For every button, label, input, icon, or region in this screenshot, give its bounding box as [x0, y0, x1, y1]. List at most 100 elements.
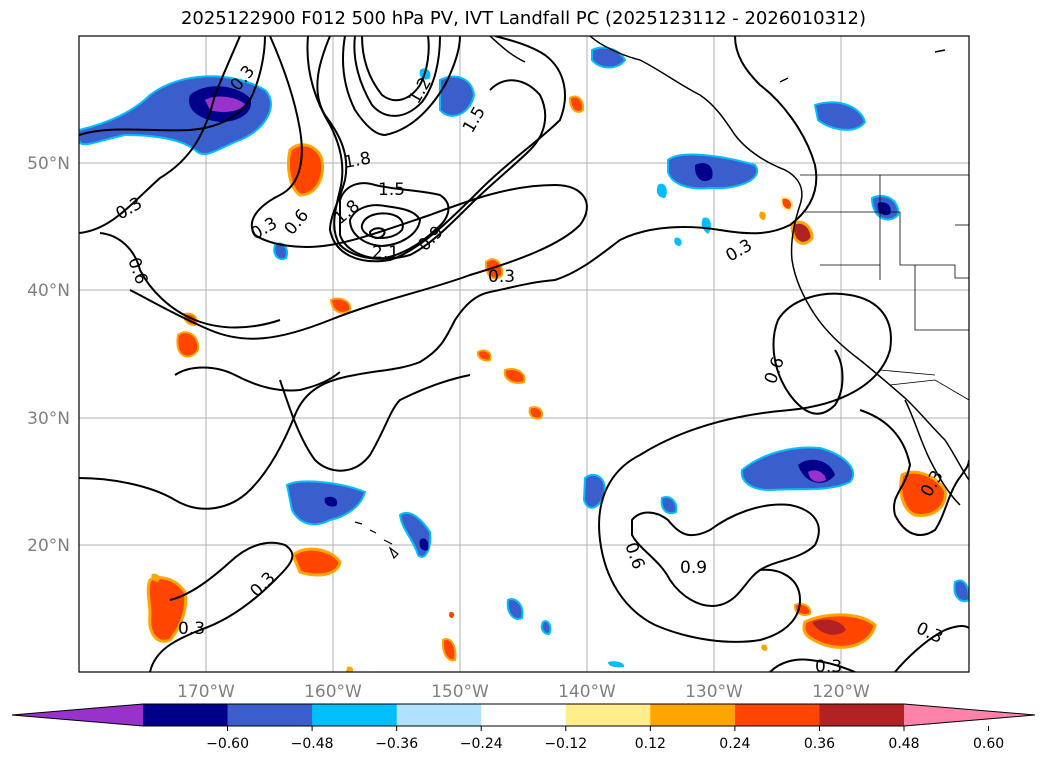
shade-blob [151, 573, 160, 582]
contour-line [894, 624, 969, 672]
shade-blob [291, 547, 342, 577]
contour-label: 0.3 [178, 619, 205, 639]
lon-label: 160°W [304, 682, 362, 702]
shade-blob [568, 95, 585, 113]
shade-blob [329, 297, 352, 314]
colorbar-swatch [565, 704, 651, 726]
contour-label: 2.1 [372, 243, 399, 263]
colorbar-tick-label: 0.24 [719, 736, 750, 752]
shade-blob [286, 143, 325, 197]
mexico-border [889, 379, 969, 401]
longitude-labels: 170°W 160°W 150°W 140°W 130°W 120°W [177, 682, 870, 702]
contour-line [306, 36, 547, 260]
lat-label: 30°N [27, 409, 70, 429]
shade-blob [656, 183, 667, 198]
colorbar-tick-label: −0.12 [544, 736, 587, 752]
pv-contours [79, 36, 969, 672]
shade-blob [899, 470, 947, 517]
coastline-north-america [589, 36, 969, 481]
gridlines [79, 36, 969, 672]
coastline-alaska [489, 36, 526, 63]
shade-blob [759, 211, 766, 220]
contour-line [79, 36, 818, 510]
colorbar-tick-label: −0.60 [206, 736, 249, 752]
contour-line [79, 36, 266, 136]
shade-blob [419, 538, 429, 551]
colorbar-swatch [227, 704, 313, 726]
lon-label: 140°W [558, 682, 616, 702]
shade-blob [674, 237, 682, 246]
borders [800, 174, 969, 401]
contour-line [279, 374, 471, 472]
contour-line [129, 36, 588, 340]
contour-line [639, 292, 892, 456]
shade-blob [146, 576, 188, 643]
contour-line [99, 232, 281, 329]
contour-line [316, 36, 566, 263]
colorbar-swatch [312, 704, 398, 726]
shade-blob [476, 349, 492, 362]
pv-positive-shading [146, 95, 947, 672]
island [383, 539, 393, 545]
contour-line [368, 227, 386, 240]
contour-line [631, 503, 820, 607]
island [354, 521, 363, 525]
shade-blob [701, 217, 711, 234]
contour-label: 1.5 [378, 180, 405, 200]
shade-blob [761, 644, 768, 651]
lon-label: 130°W [685, 682, 743, 702]
shade-blob [439, 75, 476, 117]
coastline-island [934, 49, 946, 53]
contour-line [598, 454, 802, 643]
shade-blob [667, 153, 759, 190]
lat-label: 40°N [27, 281, 70, 301]
state-border [805, 211, 969, 279]
contour-line [859, 409, 969, 536]
lon-label: 150°W [431, 682, 489, 702]
contour-line [79, 36, 241, 234]
lat-label: 50°N [27, 154, 70, 174]
state-border [914, 265, 969, 331]
colorbar-swatch [396, 704, 482, 726]
map-frame [78, 35, 970, 673]
shade-blob [484, 258, 504, 280]
colorbar: −0.60 −0.48 −0.36 −0.24 −0.12 0.12 0.24 0.36 0.4… [11, 703, 1036, 752]
contour-line [360, 212, 404, 239]
state-border [879, 369, 936, 376]
colorbar-swatch [650, 704, 736, 726]
colorbar-swatch [143, 704, 229, 726]
colorbar-tick-label: 0.60 [973, 736, 1004, 752]
pv-negative-shading [79, 46, 969, 668]
colorbar-tick-label: −0.36 [375, 736, 418, 752]
shade-blob [324, 496, 338, 507]
shade-blob [608, 661, 625, 668]
latitude-labels: 50°N 40°N 30°N 20°N [27, 154, 70, 556]
colorbar-tick-label: 0.48 [888, 736, 919, 752]
colorbar-outline [11, 703, 1036, 727]
island [388, 546, 399, 560]
shade-blob [346, 666, 354, 672]
shade-blob [205, 96, 245, 112]
colorbar-tick-label: −0.48 [291, 736, 334, 752]
shade-blob [780, 196, 793, 212]
colorbar-extend-low [12, 704, 143, 726]
contour-line [353, 36, 441, 117]
shade-blob [448, 611, 455, 618]
contour-label: 0.3 [815, 657, 842, 677]
contour-label: 0.9 [680, 558, 707, 578]
coastline-island [779, 77, 789, 83]
shade-blob [540, 620, 552, 636]
contour-line [348, 204, 422, 248]
shade-blob [953, 579, 969, 603]
coastlines [489, 36, 969, 506]
contour-line [361, 36, 430, 102]
state-border [820, 264, 881, 280]
shade-blob [790, 220, 814, 245]
colorbar-tick-label: −0.24 [460, 736, 503, 752]
shade-blob [660, 496, 678, 515]
figure-title: 2025122900 F012 500 hPa PV, IVT Landfall… [180, 8, 867, 29]
colorbar-swatch [819, 704, 905, 726]
hawaiian-islands [354, 521, 399, 560]
colorbar-tick-label: 0.12 [635, 736, 666, 752]
